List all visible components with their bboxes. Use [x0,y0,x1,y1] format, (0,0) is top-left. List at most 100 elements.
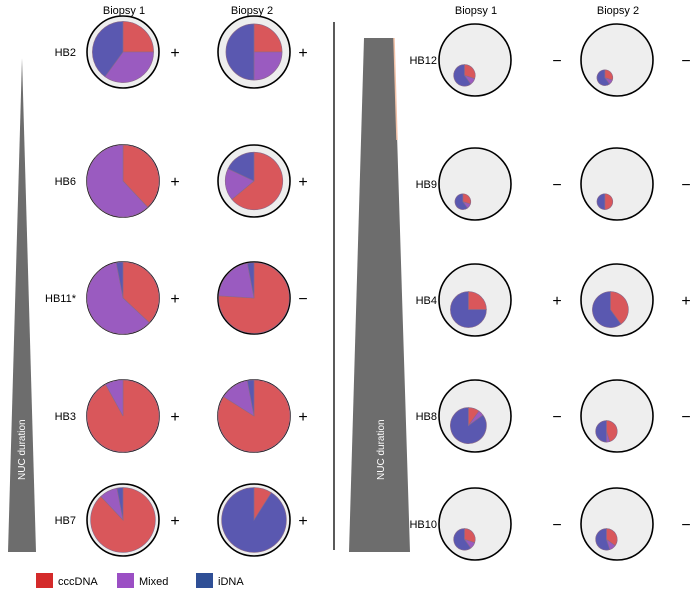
sign-hb6-biopsy-1: + [170,174,179,191]
slice-cccdna [610,291,629,325]
patient-label-hb8: HB8 [416,411,437,423]
sign-hb2-biopsy-1: + [170,45,179,62]
pie-hb6-biopsy-2 [217,144,291,218]
slice-mixed [104,51,154,83]
outer-circle [580,147,654,221]
patient-label-hb12: HB12 [409,55,437,67]
sign-hb11-biopsy-1: + [170,291,179,308]
legend-swatch-mixed [117,573,134,588]
legend-label-idna: iDNA [218,576,244,588]
patient-label-hb4: HB4 [416,295,437,307]
slice-cccdna [122,144,160,208]
pie-hb4-biopsy-2 [580,263,654,337]
slice-idna [596,193,606,210]
legend-label-cccdna: cccDNA [58,576,98,588]
slice-idna [596,69,610,86]
nuc-duration-wedge-right [349,38,410,552]
slice-cccdna [217,379,291,453]
patient-label-hb9: HB9 [416,179,437,191]
slice-idna [595,420,607,443]
slice-idna [115,261,124,299]
outer-circle [438,487,512,561]
slice-idna [221,487,287,553]
slice-mixed [86,144,149,218]
nuc-duration-wedge-left [8,58,36,552]
slice-mixed [218,262,255,299]
sign-hb6-biopsy-2: + [298,174,307,191]
pie-hb9-biopsy-2 [580,147,654,221]
outer-circle [580,379,654,453]
sign-hb9-biopsy-1: − [552,177,561,194]
slice-idna [227,151,255,182]
slice-mixed [105,379,124,417]
sign-hb11-biopsy-2: − [298,291,307,308]
slice-cccdna [606,528,618,547]
slice-idna [247,262,255,299]
pie-hb3-biopsy-2 [217,379,291,453]
sign-hb7-biopsy-2: + [298,513,307,530]
header-right-biopsy-1: Biopsy 1 [455,5,497,17]
slice-idna [116,487,124,521]
slice-idna [595,528,611,551]
slice-idna [225,23,255,81]
slice-cccdna [606,420,618,443]
patient-label-hb11: HB11* [45,293,77,305]
patient-label-hb10: HB10 [409,519,437,531]
legend: cccDNA Mixed iDNA [36,573,244,588]
legend-swatch-idna [196,573,213,588]
axis-label-left: NUC duration [17,419,28,480]
wedge-right-highlight [393,37,398,141]
slice-idna [453,64,472,87]
sign-hb7-biopsy-1: + [170,513,179,530]
pie-hb10-biopsy-2 [580,487,654,561]
slice-cccdna [253,23,283,53]
slice-idna [450,407,487,444]
slice-idna [246,379,255,417]
sign-hb4-biopsy-1: + [552,293,561,310]
pie-hb8-biopsy-2 [580,379,654,453]
outer-circle [438,147,512,221]
patient-label-hb3: HB3 [55,411,76,423]
slice-idna [454,193,468,210]
slice-cccdna [122,21,154,53]
pie-hb7-biopsy-1 [86,483,160,557]
patient-label-hb6: HB6 [55,176,76,188]
axis-label-right: NUC duration [376,419,387,480]
slice-idna [592,291,622,328]
header-right-biopsy-2: Biopsy 2 [597,5,639,17]
sign-hb8-biopsy-1: − [552,409,561,426]
slice-cccdna [604,193,613,210]
sign-hb12-biopsy-2: − [681,53,690,70]
sign-hb2-biopsy-2: + [298,45,307,62]
sign-hb3-biopsy-1: + [170,409,179,426]
pie-hb10-biopsy-1 [438,487,512,561]
pie-hb7-biopsy-2 [217,483,291,557]
sign-hb3-biopsy-2: + [298,409,307,426]
slice-idna [453,528,472,551]
legend-label-mixed: Mixed [139,576,168,588]
pie-hb9-biopsy-1 [438,147,512,221]
sign-hb8-biopsy-2: − [681,409,690,426]
patient-label-hb2: HB2 [55,47,76,59]
header-left-biopsy-1: Biopsy 1 [103,5,145,17]
sign-hb10-biopsy-1: − [552,517,561,534]
pie-hb4-biopsy-1 [438,263,512,337]
outer-circle [580,23,654,97]
slice-mixed [86,262,150,335]
header-left-biopsy-2: Biopsy 2 [231,5,273,17]
outer-circle [580,487,654,561]
sign-hb12-biopsy-1: − [552,53,561,70]
patient-label-hb7: HB7 [55,515,76,527]
pie-hb12-biopsy-1 [438,23,512,97]
pie-hb12-biopsy-2 [580,23,654,97]
slice-idna [450,291,487,328]
pie-hb2-biopsy-1 [86,15,160,89]
pie-hb3-biopsy-1 [86,379,160,453]
slice-cccdna [231,151,284,211]
pie-hb8-biopsy-1 [438,379,512,453]
sign-hb9-biopsy-2: − [681,177,690,194]
pie-hb2-biopsy-2 [217,15,291,89]
slice-idna [92,21,124,78]
outer-circle [438,23,512,97]
